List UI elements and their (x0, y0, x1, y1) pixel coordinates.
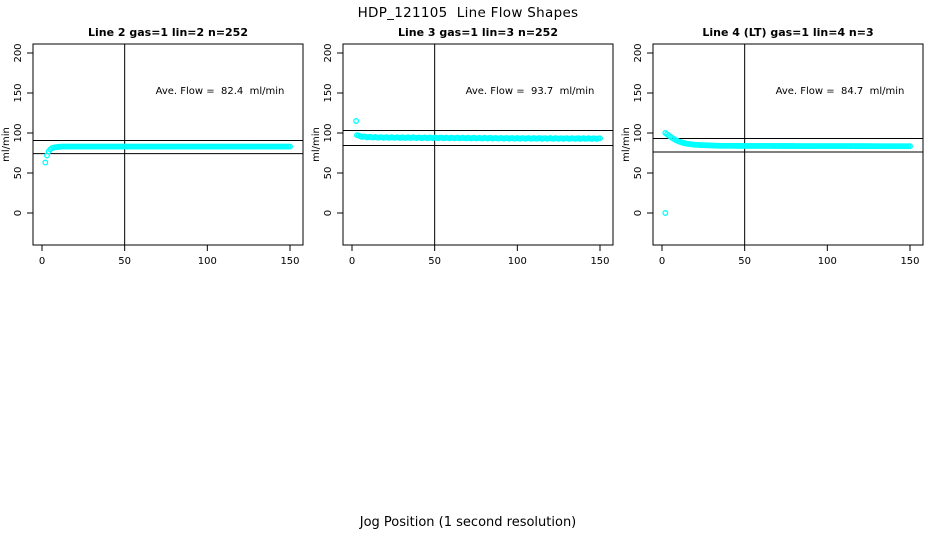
y-tick-label: 150 (13, 83, 24, 102)
x-axis-title: Jog Position (1 second resolution) (359, 515, 577, 530)
y-tick-label: 0 (13, 210, 24, 216)
panel-line2-title: Line 2 gas=1 lin=2 n=252 (87, 26, 248, 39)
y-tick-label: 50 (633, 167, 644, 180)
x-tick-label: 50 (738, 256, 751, 267)
y-tick-label: 100 (633, 123, 644, 142)
x-tick-label: 0 (659, 256, 665, 267)
y-tick-label: 0 (633, 210, 644, 216)
x-tick-label: 50 (428, 256, 441, 267)
x-tick-label: 0 (349, 256, 355, 267)
panel-line3-ave-flow-label: Ave. Flow = 93.7 ml/min (465, 86, 595, 97)
panel-line4-plot: 0 50 100 150 0 50 100 150 200 ml/min (621, 43, 924, 267)
y-tick-label: 150 (633, 83, 644, 102)
outlier-point (42, 159, 49, 166)
plot-box (652, 43, 924, 246)
x-tick-label: 100 (818, 256, 837, 267)
y-axis-title: ml/min (311, 127, 322, 162)
y-tick-label: 50 (323, 167, 334, 180)
x-tick-label: 100 (508, 256, 527, 267)
plot-box (32, 43, 304, 246)
x-tick-label: 100 (198, 256, 217, 267)
x-tick-label: 0 (39, 256, 45, 267)
panel-line3: 0 50 100 150 0 50 100 150 200 ml/min Line 3 gas=1… (310, 20, 626, 292)
data-point (597, 135, 603, 142)
y-tick-label: 150 (323, 83, 334, 102)
x-tick-label: 150 (590, 256, 609, 267)
data-point (907, 143, 913, 150)
outlier-point (662, 210, 669, 216)
panel-line4-ave-flow-label: Ave. Flow = 84.7 ml/min (775, 86, 905, 97)
x-tick-label: 150 (280, 256, 299, 267)
outlier-point (353, 118, 360, 124)
y-tick-label: 50 (13, 167, 24, 180)
panel-line2-ave-flow-label: Ave. Flow = 82.4 ml/min (155, 86, 285, 97)
panel-line4-title: Line 4 (LT) gas=1 lin=4 n=3 (702, 26, 874, 39)
y-tick-label: 100 (323, 123, 334, 142)
y-tick-label: 100 (13, 123, 24, 142)
y-axis-title: ml/min (1, 127, 12, 162)
y-tick-label: 200 (323, 43, 334, 62)
y-tick-label: 0 (323, 210, 334, 216)
y-axis-title: ml/min (621, 127, 632, 162)
figure-title: HDP_121105 Line Flow Shapes (357, 5, 579, 21)
y-tick-label: 200 (633, 43, 644, 62)
panel-line4: 0 50 100 150 0 50 100 150 200 ml/min Line 4 (LT) … (620, 20, 936, 292)
x-tick-label: 50 (118, 256, 131, 267)
panel-line3-plot: 0 50 100 150 0 50 100 150 200 ml/min (311, 43, 614, 267)
plot-box (342, 43, 614, 246)
data-point (287, 143, 293, 150)
panel-line2-plot: 0 50 100 150 0 50 100 150 200 ml/min (1, 43, 304, 267)
panel-line3-title: Line 3 gas=1 lin=3 n=252 (397, 26, 558, 39)
x-tick-label: 150 (900, 256, 919, 267)
panel-line2: 0 50 100 150 0 50 100 150 200 ml/min Line 2 gas=1… (0, 20, 316, 292)
y-tick-label: 200 (13, 43, 24, 62)
